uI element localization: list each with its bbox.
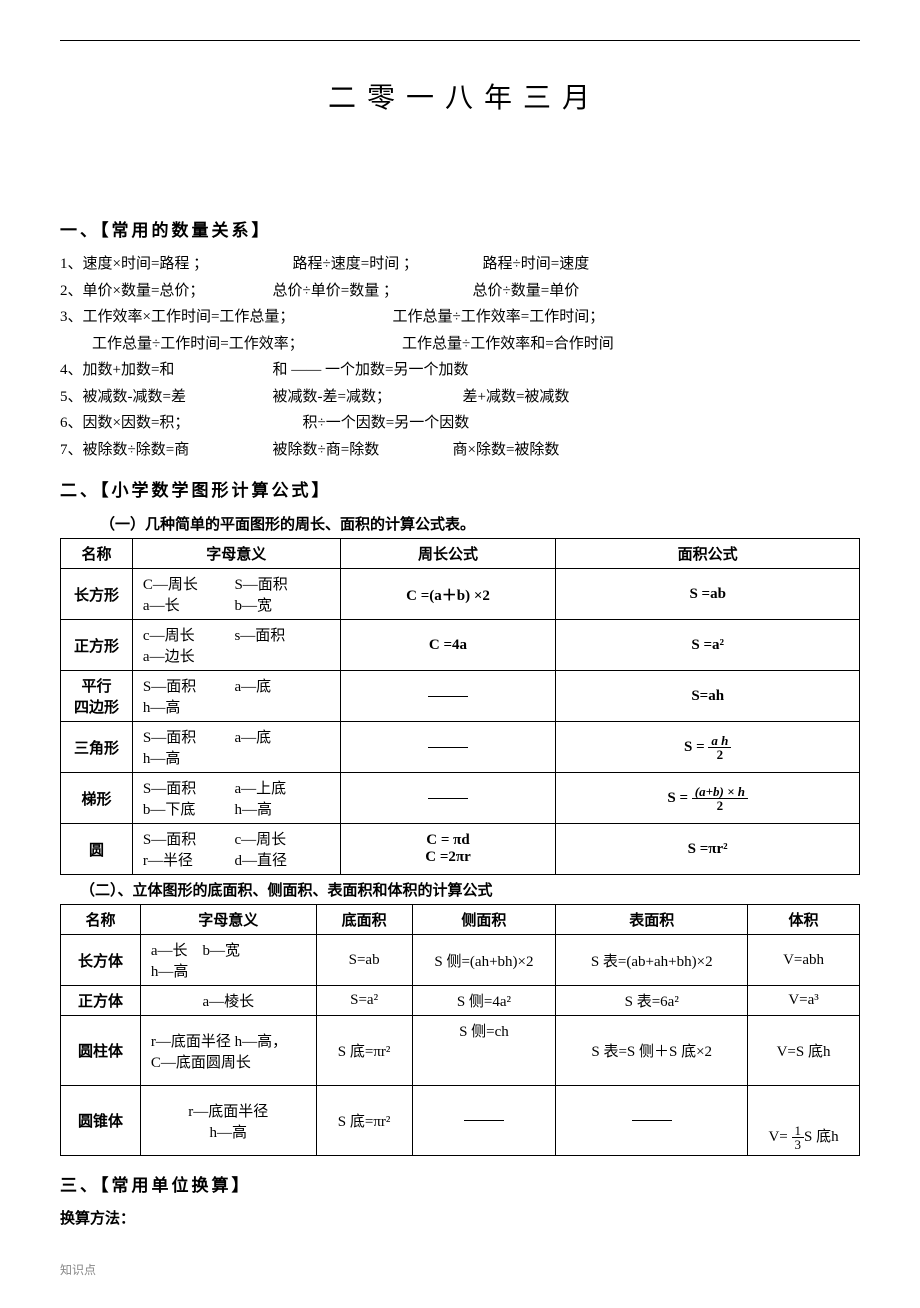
main-title: 二 零 一 八 年 三 月: [60, 76, 860, 116]
area-formula: S = a h2: [556, 722, 860, 773]
relation-line: 1、速度×时间=路程 ；路程÷速度=时间 ；路程÷时间=速度: [60, 253, 860, 276]
volume: V= 13S 底h: [748, 1086, 860, 1156]
footer-text: 知识点: [60, 1261, 860, 1278]
symbol-meaning: C—周长S—面积a—长b—宽: [132, 569, 340, 620]
table-header: 面积公式: [556, 539, 860, 569]
table-row: 正方体a—棱长S=a²S 侧=4a²S 表=6a²V=a³: [61, 986, 860, 1016]
perimeter-formula: [340, 671, 556, 722]
solid-name: 长方体: [61, 935, 141, 986]
shape-name: 三角形: [61, 722, 133, 773]
volume: V=abh: [748, 935, 860, 986]
perimeter-formula: [340, 722, 556, 773]
relation-line: 工作总量÷工作时间=工作效率；工作总量÷工作效率和=合作时间: [60, 333, 860, 356]
relation-line: 2、单价×数量=总价；总价÷单价=数量 ；总价÷数量=单价: [60, 280, 860, 303]
section2-sub2: （二）、立体图形的底面积、侧面积、表面积和体积的计算公式: [80, 879, 860, 900]
shape-name: 圆: [61, 824, 133, 875]
shape-name: 梯形: [61, 773, 133, 824]
section3-line: 换算方法：: [60, 1208, 860, 1231]
table-row: 圆S—面积c—周长r—半径d—直径C = πdC =2πrS =πr²: [61, 824, 860, 875]
table-header: 周长公式: [340, 539, 556, 569]
table-row: 三角形S—面积a—底h—高 S = a h2: [61, 722, 860, 773]
base-area: S=a²: [316, 986, 412, 1016]
symbol-meaning: r—底面半径h—高: [140, 1086, 316, 1156]
table-row: 长方体a—长 b—宽h—高S=abS 侧=(ah+bh)×2S 表=(ab+ah…: [61, 935, 860, 986]
symbol-meaning: S—面积c—周长r—半径d—直径: [132, 824, 340, 875]
symbol-meaning: S—面积a—上底b—下底h—高: [132, 773, 340, 824]
surface-area: [556, 1086, 748, 1156]
table-header: 名称: [61, 905, 141, 935]
shape-name: 长方形: [61, 569, 133, 620]
table-row: 长方形C—周长S—面积a—长b—宽C =(a＋b) ×2S =ab: [61, 569, 860, 620]
solid-figures-table: 名称字母意义底面积侧面积表面积体积 长方体a—长 b—宽h—高S=abS 侧=(…: [60, 904, 860, 1156]
perimeter-formula: C =4a: [340, 620, 556, 671]
perimeter-formula: C =(a＋b) ×2: [340, 569, 556, 620]
relation-line: 3、工作效率×工作时间=工作总量；工作总量÷工作效率=工作时间；: [60, 306, 860, 329]
base-area: S 底=πr²: [316, 1086, 412, 1156]
surface-area: S 表=(ab+ah+bh)×2: [556, 935, 748, 986]
side-area: [412, 1086, 556, 1156]
relation-line: 6、因数×因数=积；积÷一个因数=另一个因数: [60, 412, 860, 435]
area-formula: S =a²: [556, 620, 860, 671]
base-area: S=ab: [316, 935, 412, 986]
section1-body: 1、速度×时间=路程 ；路程÷速度=时间 ；路程÷时间=速度 2、单价×数量=总价…: [60, 253, 860, 461]
section2-title: 二、【小学数学图形计算公式】: [60, 476, 860, 501]
shape-name: 平行四边形: [61, 671, 133, 722]
table-row: 平行四边形S—面积a—底h—高 S=ah: [61, 671, 860, 722]
symbol-meaning: S—面积a—底h—高: [132, 722, 340, 773]
symbol-meaning: r—底面半径 h—高，C—底面圆周长: [140, 1016, 316, 1086]
relation-line: 7、被除数÷除数=商被除数÷商=除数商×除数=被除数: [60, 439, 860, 462]
table-header: 表面积: [556, 905, 748, 935]
area-formula: S = (a+b) × h2: [556, 773, 860, 824]
table-header: 字母意义: [132, 539, 340, 569]
table-header: 底面积: [316, 905, 412, 935]
table-header: 体积: [748, 905, 860, 935]
page-top-rule: [60, 40, 860, 41]
surface-area: S 表=6a²: [556, 986, 748, 1016]
table-row: 梯形S—面积a—上底b—下底h—高 S = (a+b) × h2: [61, 773, 860, 824]
area-formula: S =ab: [556, 569, 860, 620]
table-header: 字母意义: [140, 905, 316, 935]
table-header: 侧面积: [412, 905, 556, 935]
perimeter-formula: [340, 773, 556, 824]
section1-title: 一、【常用的数量关系】: [60, 216, 860, 241]
perimeter-formula: C = πdC =2πr: [340, 824, 556, 875]
table-row: 圆柱体r—底面半径 h—高，C—底面圆周长S 底=πr²S 侧=chS 表=S …: [61, 1016, 860, 1086]
section3-title: 三、【常用单位换算】: [60, 1171, 860, 1196]
volume: V=S 底h: [748, 1016, 860, 1086]
relation-line: 5、被减数-减数=差被减数-差=减数；差+减数=被减数: [60, 386, 860, 409]
shape-name: 正方形: [61, 620, 133, 671]
solid-name: 正方体: [61, 986, 141, 1016]
solid-name: 圆柱体: [61, 1016, 141, 1086]
area-formula: S =πr²: [556, 824, 860, 875]
base-area: S 底=πr²: [316, 1016, 412, 1086]
volume: V=a³: [748, 986, 860, 1016]
table-row: 圆锥体r—底面半径h—高S 底=πr² V= 13S 底h: [61, 1086, 860, 1156]
table-row: 正方形c—周长s—面积a—边长C =4aS =a²: [61, 620, 860, 671]
section2-sub1: （一）几种简单的平面图形的周长、面积的计算公式表。: [100, 513, 860, 534]
side-area: S 侧=4a²: [412, 986, 556, 1016]
surface-area: S 表=S 侧＋S 底×2: [556, 1016, 748, 1086]
solid-name: 圆锥体: [61, 1086, 141, 1156]
symbol-meaning: S—面积a—底h—高: [132, 671, 340, 722]
plane-figures-table: 名称字母意义周长公式面积公式 长方形C—周长S—面积a—长b—宽C =(a＋b)…: [60, 538, 860, 875]
side-area: S 侧=ch: [412, 1016, 556, 1086]
side-area: S 侧=(ah+bh)×2: [412, 935, 556, 986]
area-formula: S=ah: [556, 671, 860, 722]
symbol-meaning: a—长 b—宽h—高: [140, 935, 316, 986]
relation-line: 4、加数+加数=和和 —— 一个加数=另一个加数: [60, 359, 860, 382]
symbol-meaning: a—棱长: [140, 986, 316, 1016]
table-header: 名称: [61, 539, 133, 569]
symbol-meaning: c—周长s—面积a—边长: [132, 620, 340, 671]
